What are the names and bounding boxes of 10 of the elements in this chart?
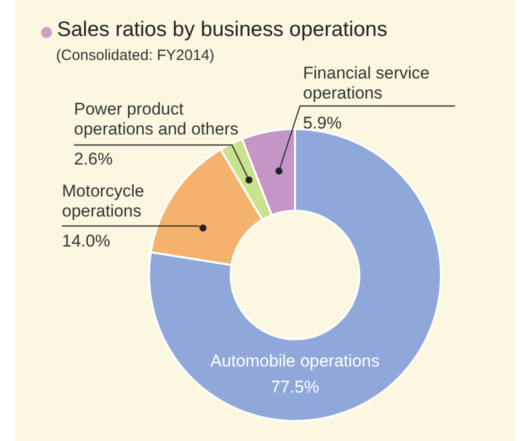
data-label: 2.6% [74, 150, 113, 169]
data-label: 5.9% [303, 114, 342, 133]
slice-label: Financial service operations [303, 64, 430, 103]
data-label: 14.0% [62, 232, 110, 251]
slice-label: Power product operations and others [74, 100, 238, 139]
data-label: 77.5% [270, 378, 320, 397]
slice-label: Automobile operations [210, 352, 380, 371]
chart-subtitle: (Consolidated: FY2014) [56, 47, 214, 64]
chart-title: Sales ratios by business operations [57, 18, 388, 42]
slice-label: Motorcycle operations [62, 182, 144, 221]
